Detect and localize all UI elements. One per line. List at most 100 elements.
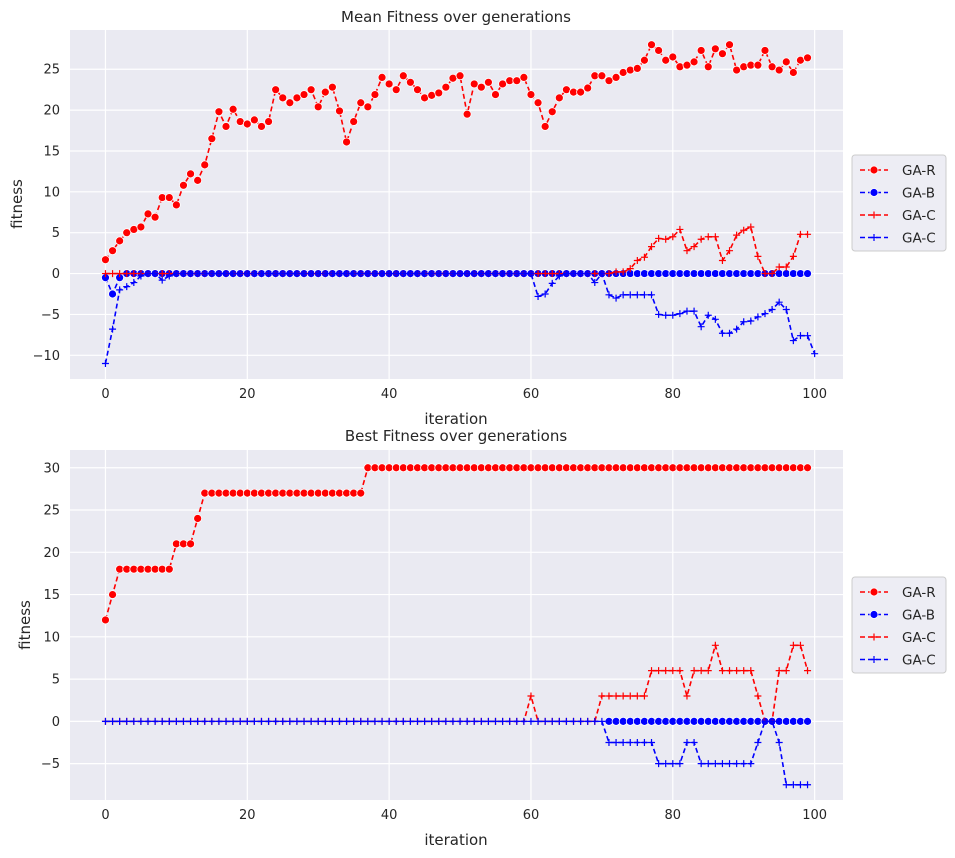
- mean-fitness-legend-item: GA-R: [860, 163, 936, 179]
- mean-fitness-point-ga-c: [484, 270, 492, 278]
- mean-fitness-point-ga-c: [747, 317, 755, 325]
- best-fitness-point-ga-r: [164, 564, 174, 574]
- best-fitness-point-ga-c: [243, 717, 251, 725]
- mean-fitness-point-ga-r: [632, 64, 642, 73]
- mean-fitness-point-ga-c: [548, 279, 556, 287]
- best-fitness-point-ga-c: [421, 717, 429, 725]
- best-fitness-y-tick-label: 15: [43, 588, 60, 603]
- mean-fitness-point-ga-c: [633, 291, 641, 299]
- mean-fitness-point-ga-r: [462, 109, 472, 119]
- mean-fitness-point-ga-c: [740, 318, 748, 326]
- mean-fitness-point-ga-c: [541, 270, 549, 278]
- best-fitness-point-ga-c: [747, 667, 755, 675]
- best-fitness-point-ga-c: [300, 717, 308, 725]
- mean-fitness-point-ga-c: [158, 276, 166, 284]
- mean-fitness-point-ga-c: [562, 270, 570, 278]
- best-fitness-y-tick-label: 25: [43, 504, 60, 519]
- best-fitness-point-ga-c: [463, 717, 471, 725]
- best-fitness-point-ga-c: [640, 739, 648, 747]
- mean-fitness-point-ga-c: [669, 311, 677, 319]
- mean-fitness-point-ga-c: [612, 294, 620, 302]
- mean-fitness-point-ga-r: [299, 90, 309, 99]
- best-fitness-point-ga-b: [803, 716, 812, 726]
- mean-fitness-point-ga-c: [101, 270, 109, 278]
- mean-fitness-point-ga-c: [513, 270, 521, 278]
- mean-fitness-y-tick-label: −10: [33, 349, 60, 364]
- mean-fitness-point-ga-c: [435, 270, 443, 278]
- mean-fitness-point-ga-r: [398, 71, 408, 81]
- mean-fitness-point-ga-c: [328, 270, 336, 278]
- mean-fitness-point-ga-c: [449, 270, 457, 278]
- best-fitness-point-ga-r: [108, 590, 117, 599]
- best-fitness-point-ga-c: [648, 667, 656, 675]
- mean-fitness-point-ga-r: [689, 57, 699, 67]
- mean-fitness-series-ga-c-3: [101, 270, 819, 367]
- mean-fitness-point-ga-c: [662, 311, 670, 319]
- best-fitness-point-ga-c: [683, 739, 691, 747]
- mean-fitness-point-ga-c: [265, 270, 273, 278]
- best-fitness-point-ga-c: [392, 717, 400, 725]
- best-fitness-point-ga-c: [194, 717, 202, 725]
- best-fitness-point-ga-c: [626, 739, 634, 747]
- best-fitness-point-ga-c: [272, 717, 280, 725]
- mean-fitness-legend-label: GA-C: [902, 231, 936, 247]
- mean-fitness-series-line-ga-c: [105, 225, 808, 275]
- mean-fitness-point-ga-c: [314, 270, 322, 278]
- best-fitness-point-ga-c: [655, 667, 663, 675]
- mean-fitness-point-ga-r: [640, 55, 649, 65]
- mean-fitness-point-ga-c: [761, 270, 769, 278]
- mean-fitness-point-ga-c: [442, 270, 450, 278]
- mean-fitness-point-ga-c: [796, 332, 804, 340]
- mean-fitness-point-ga-r: [476, 82, 486, 92]
- best-fitness-point-ga-c: [541, 717, 549, 725]
- best-fitness-point-ga-c: [711, 641, 719, 649]
- mean-fitness-point-ga-c: [371, 270, 379, 278]
- best-fitness-point-ga-c: [109, 717, 117, 725]
- best-fitness-point-ga-c: [683, 692, 691, 700]
- mean-fitness-point-ga-r: [342, 137, 351, 147]
- best-fitness-legend-item: GA-C: [860, 653, 936, 669]
- mean-fitness-point-ga-c: [697, 323, 705, 331]
- best-fitness-point-ga-c: [605, 739, 613, 747]
- best-fitness-point-ga-c: [598, 717, 606, 725]
- mean-fitness-point-ga-r: [214, 107, 224, 117]
- mean-fitness-point-ga-c: [534, 292, 542, 300]
- best-fitness-point-ga-c: [399, 717, 407, 725]
- best-fitness-point-ga-c: [321, 717, 329, 725]
- best-fitness-series-ga-b-1: [604, 716, 812, 726]
- best-fitness-point-ga-c: [804, 781, 812, 789]
- mean-fitness-point-ga-r: [547, 107, 557, 117]
- mean-fitness-point-ga-r: [526, 90, 536, 99]
- mean-fitness-point-ga-r: [661, 55, 671, 65]
- mean-fitness-point-ga-c: [392, 270, 400, 278]
- mean-fitness-legend-item: GA-C: [860, 231, 936, 247]
- mean-fitness-point-ga-r: [484, 77, 493, 87]
- best-fitness-x-label: iteration: [424, 831, 487, 849]
- mean-fitness-point-ga-r: [803, 53, 812, 63]
- best-fitness-point-ga-c: [527, 692, 535, 700]
- mean-fitness-point-ga-c: [690, 243, 698, 251]
- mean-fitness-point-ga-c: [279, 270, 287, 278]
- mean-fitness-point-ga-r: [349, 117, 359, 126]
- mean-fitness-point-ga-r: [136, 222, 146, 232]
- best-fitness-legend-label: GA-C: [902, 653, 936, 669]
- mean-fitness-point-ga-c: [640, 253, 648, 261]
- mean-fitness-point-ga-r: [200, 160, 210, 170]
- mean-fitness-point-ga-c: [492, 270, 500, 278]
- best-fitness-legend-marker: [869, 587, 879, 597]
- best-fitness-point-ga-c: [619, 692, 627, 700]
- mean-fitness-point-ga-r: [164, 193, 174, 202]
- best-fitness-chart: 0 20 40 60 80 100 −5 0 5 10 15 20 25 30 Best Fitness…: [16, 427, 947, 849]
- best-fitness-point-ga-c: [123, 717, 131, 725]
- best-fitness-point-ga-c: [775, 667, 783, 675]
- mean-fitness-point-ga-c: [718, 329, 726, 337]
- mean-fitness-y-tick-label: 5: [52, 226, 60, 241]
- mean-fitness-point-ga-c: [548, 270, 556, 278]
- mean-fitness-y-tick-label: −5: [41, 308, 60, 323]
- mean-fitness-point-ga-r: [150, 212, 160, 222]
- mean-fitness-point-ga-r: [285, 98, 295, 108]
- mean-fitness-point-ga-r: [781, 57, 791, 67]
- best-fitness-point-ga-c: [740, 667, 748, 675]
- mean-fitness-point-ga-c: [123, 283, 131, 291]
- best-fitness-point-ga-c: [633, 692, 641, 700]
